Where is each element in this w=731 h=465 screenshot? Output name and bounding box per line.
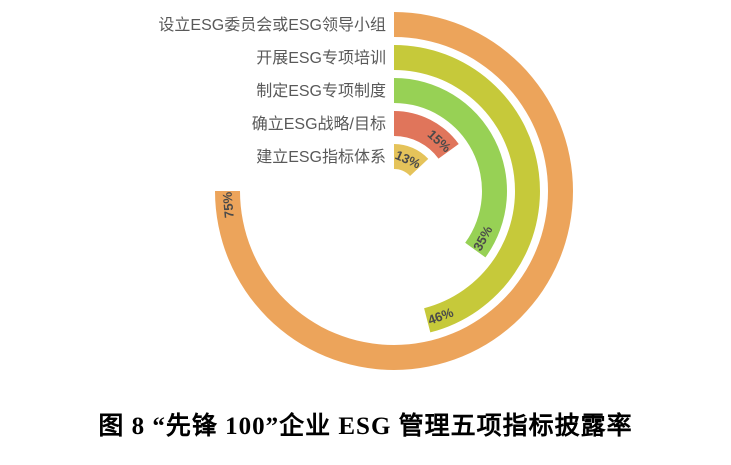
category-label: 制定ESG专项制度 — [256, 82, 386, 100]
ring-arc — [394, 144, 429, 176]
figure-caption: 图 8 “先锋 100”企业 ESG 管理五项指标披露率 — [98, 413, 633, 440]
ring-arc — [394, 45, 540, 333]
ring-arc — [394, 78, 508, 258]
radial-bar-chart: 设立ESG委员会或ESG领导小组75%开展ESG专项培训46%制定ESG专项制度… — [158, 12, 573, 370]
category-label: 开展ESG专项培训 — [256, 49, 386, 67]
category-label: 确立ESG战略/目标 — [252, 115, 386, 133]
value-label: 75% — [220, 191, 237, 219]
category-label: 设立ESG委员会或ESG领导小组 — [158, 16, 386, 34]
category-label: 建立ESG指标体系 — [256, 148, 386, 166]
ring-arc — [394, 111, 459, 159]
